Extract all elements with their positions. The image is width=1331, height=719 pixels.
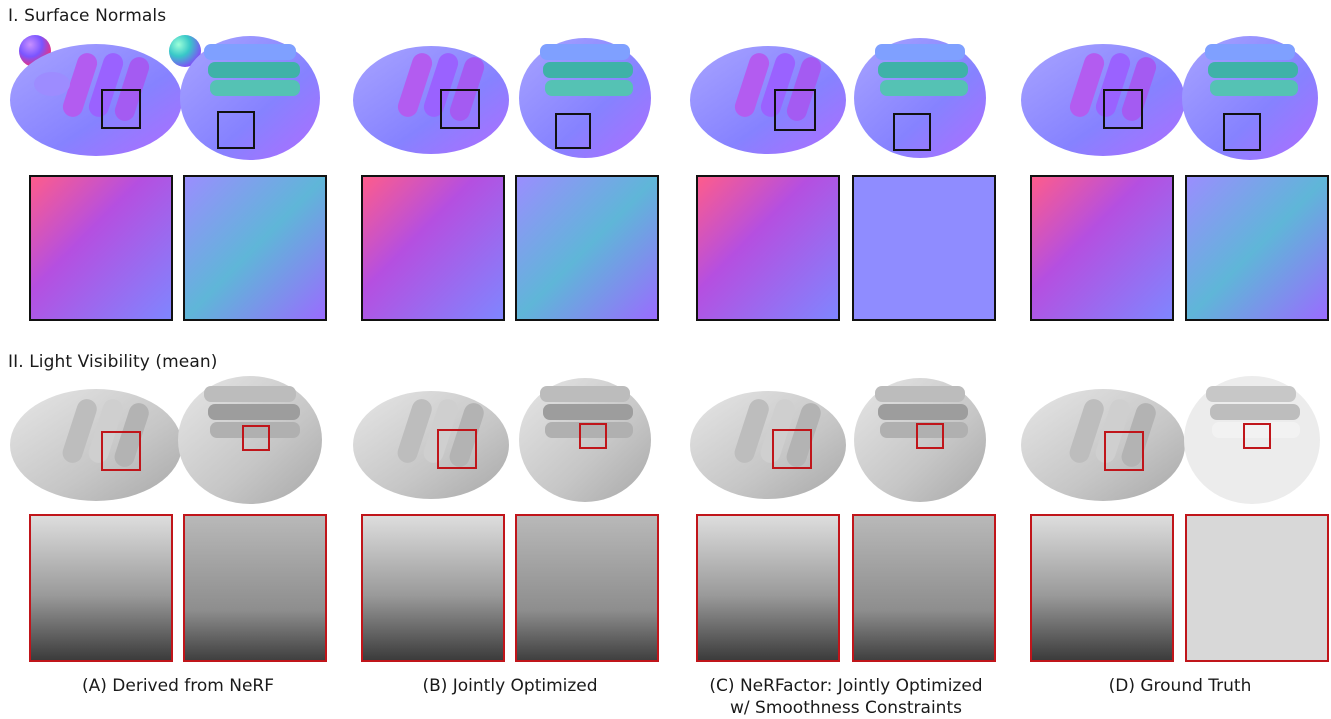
caption-line-1: (B) Jointly Optimized <box>422 676 598 696</box>
normal-color-sphere-icon <box>169 35 201 67</box>
caption-column-b: (B) Jointly Optimized <box>360 675 660 697</box>
caption-line-1: (D) Ground Truth <box>1108 676 1252 696</box>
section-title-visibility: II. Light Visibility (mean) <box>8 352 218 372</box>
caption-column-c: (C) NeRFactor: Jointly Optimized w/ Smoo… <box>696 675 996 719</box>
section-title-normals: I. Surface Normals <box>8 6 167 26</box>
caption-column-d: (D) Ground Truth <box>1030 675 1330 697</box>
caption-column-a: (A) Derived from NeRF <box>28 675 328 697</box>
caption-line-1: (C) NeRFactor: Jointly Optimized <box>709 676 983 696</box>
caption-line-2: w/ Smoothness Constraints <box>730 698 962 718</box>
visibility-zoom-crops <box>29 514 1329 662</box>
visibility-plates <box>10 376 1320 504</box>
normals-zoom-crops <box>29 175 1329 321</box>
caption-line-1: (A) Derived from NeRF <box>81 676 274 696</box>
normals-plates <box>10 36 1318 160</box>
